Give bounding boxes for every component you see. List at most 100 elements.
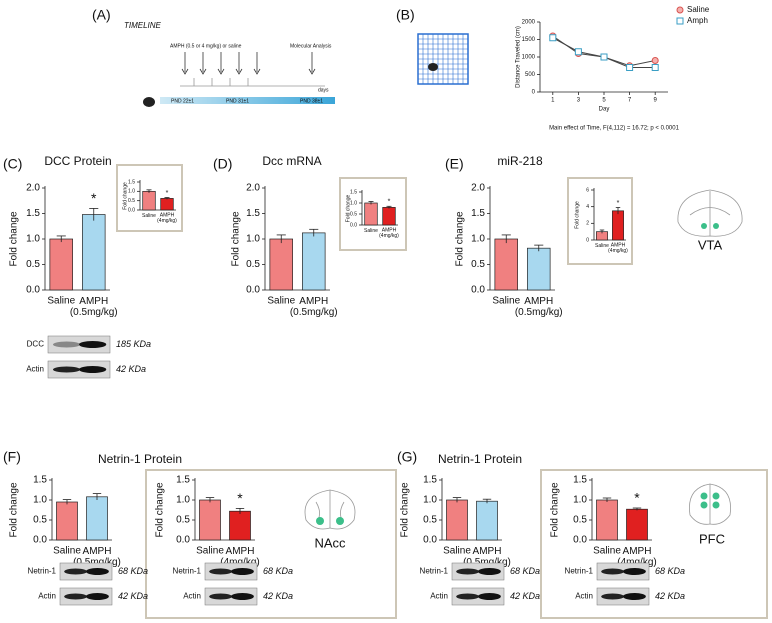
bar <box>229 510 251 541</box>
x-tick-label: Saline <box>443 546 471 557</box>
timeline-treatment: AMPH (0.5 or 4 mg/kg) or saline <box>170 43 242 49</box>
blot-band <box>623 593 646 600</box>
blot-band <box>52 366 81 373</box>
chart-title: DCC Protein <box>44 154 111 168</box>
y-tick-label: 0.5 <box>33 515 47 526</box>
blot-band <box>64 593 88 600</box>
y-tick-label: 1.5 <box>350 189 357 195</box>
blot-band <box>601 593 625 600</box>
bar <box>494 238 518 291</box>
blot-size: 42 KDa <box>116 364 146 374</box>
series-marker <box>600 53 608 61</box>
brain-label: VTA <box>698 237 723 252</box>
blot-band <box>601 568 625 575</box>
x-tick-label: Saline <box>364 228 378 234</box>
panel-label: (F) <box>3 449 21 465</box>
blot-band <box>64 568 88 575</box>
blot-size: 185 KDa <box>116 339 151 349</box>
x-tick-label: Saline <box>196 546 224 557</box>
y-tick-label: 2.0 <box>26 183 40 194</box>
blot-label: Actin <box>183 592 201 601</box>
x-tick-label: Saline <box>142 213 156 219</box>
series-marker <box>549 34 557 42</box>
y-tick-label: 1.5 <box>573 475 587 486</box>
y-tick-label: 0.0 <box>423 535 437 546</box>
y-tick-label: 1500 <box>522 37 536 43</box>
y-axis-label: Fold change <box>9 482 20 537</box>
brain-icon <box>304 189 743 530</box>
chart-title: Netrin-1 Protein <box>438 452 522 466</box>
blot-band <box>456 593 480 600</box>
y-tick-label: 2.0 <box>246 183 260 194</box>
bar <box>269 238 293 291</box>
y-tick-label: 1.5 <box>26 208 40 219</box>
bar <box>382 207 396 226</box>
y-axis-label: Fold change <box>231 211 242 266</box>
blot-label: Netrin-1 <box>565 567 594 576</box>
y-tick-label: 0.5 <box>350 211 357 217</box>
x-tick-label: AMPH (0.5mg/kg) <box>73 546 121 568</box>
y-tick-label: 2.0 <box>471 183 485 194</box>
blot-band <box>478 593 501 600</box>
y-tick-label: 1.5 <box>246 208 260 219</box>
y-tick-label: 1.5 <box>128 179 135 185</box>
timeline-axis-label: days <box>318 87 329 93</box>
significance-mark: * <box>237 490 243 506</box>
inset-frame <box>145 469 397 619</box>
blot-label: Actin <box>38 592 56 601</box>
series-line <box>552 37 656 68</box>
y-tick-label: 1.0 <box>471 234 485 245</box>
x-tick-label: AMPH (0.5mg/kg) <box>70 296 118 318</box>
y-tick-label: 6 <box>586 187 589 193</box>
blot-size: 42 KDa <box>263 591 293 601</box>
y-tick-label: 1.0 <box>176 495 190 506</box>
x-tick-label: 5 <box>602 98 606 104</box>
bar <box>596 499 618 541</box>
y-tick-label: 0 <box>586 237 589 243</box>
bar <box>626 508 648 541</box>
blot-band <box>86 568 109 575</box>
bar <box>302 232 326 291</box>
y-tick-label: 1.5 <box>33 475 47 486</box>
significance-mark: * <box>634 490 640 506</box>
series-line <box>552 35 656 67</box>
chart-title: miR-218 <box>497 154 543 168</box>
y-tick-label: 0.5 <box>423 515 437 526</box>
y-tick-label: 4 <box>586 204 589 210</box>
inset-frame <box>339 177 407 251</box>
chart-title: Dcc mRNA <box>262 154 321 168</box>
x-tick-label: AMPH (0.5mg/kg) <box>463 546 511 568</box>
bar <box>86 496 108 541</box>
inset-frame <box>540 469 768 619</box>
x-tick-label: AMPH (4mg/kg) <box>157 213 177 225</box>
x-tick-label: AMPH (4mg/kg) <box>379 228 399 240</box>
blot-band <box>86 593 109 600</box>
bar <box>82 214 106 291</box>
y-tick-label: 2 <box>586 221 589 227</box>
y-tick-label: 0.0 <box>471 285 485 296</box>
legend-label: Saline <box>687 5 710 14</box>
chart-note: Main effect of Time, F(4,112) = 16.72; p… <box>549 126 680 132</box>
timeline-analysis: Molecular Analysis <box>290 43 332 49</box>
y-axis-label: Fold change <box>155 482 166 537</box>
brain-label: PFC <box>699 531 725 546</box>
y-tick-label: 0.0 <box>573 535 587 546</box>
timeline-stage: PND 22±1 <box>171 98 194 104</box>
blot-label: Actin <box>26 365 44 374</box>
bar <box>199 499 221 541</box>
inset-frame <box>116 164 183 232</box>
bar <box>142 190 156 211</box>
y-tick-label: 0 <box>532 90 536 96</box>
blot-size: 42 KDa <box>510 591 540 601</box>
x-tick-label: Saline <box>47 296 75 307</box>
y-tick-label: 0.0 <box>33 535 47 546</box>
blot-band <box>79 341 107 348</box>
series-marker <box>651 64 659 71</box>
x-tick-label: 7 <box>628 98 632 104</box>
significance-mark: * <box>91 190 97 206</box>
y-tick-label: 0.5 <box>471 259 485 270</box>
y-axis-label: Distance Traveled (cm) <box>516 26 522 88</box>
blot-size: 42 KDa <box>118 591 148 601</box>
panel-label: (B) <box>396 7 415 23</box>
